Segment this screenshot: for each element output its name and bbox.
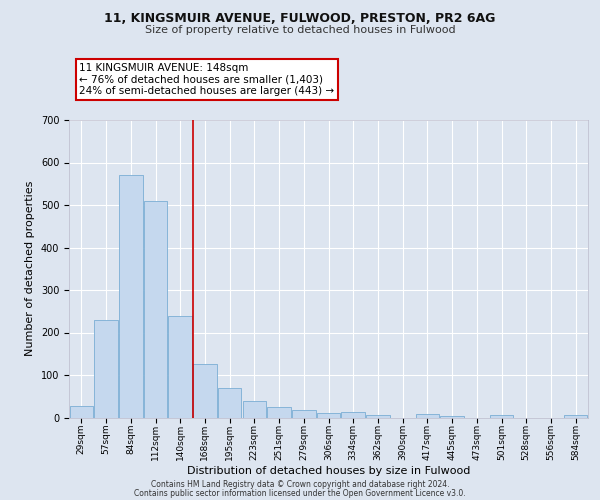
Bar	[416, 414, 439, 418]
Text: 11 KINGSMUIR AVENUE: 148sqm
← 76% of detached houses are smaller (1,403)
24% of : 11 KINGSMUIR AVENUE: 148sqm ← 76% of det…	[79, 63, 335, 96]
Text: Size of property relative to detached houses in Fulwood: Size of property relative to detached ho…	[145, 25, 455, 35]
Bar	[144, 200, 167, 418]
Text: 11, KINGSMUIR AVENUE, FULWOOD, PRESTON, PR2 6AG: 11, KINGSMUIR AVENUE, FULWOOD, PRESTON, …	[104, 12, 496, 26]
Bar	[169, 316, 192, 418]
Bar	[119, 176, 143, 418]
Bar	[564, 416, 587, 418]
Bar	[218, 388, 241, 418]
Bar	[341, 412, 365, 418]
Text: Contains public sector information licensed under the Open Government Licence v3: Contains public sector information licen…	[134, 488, 466, 498]
Y-axis label: Number of detached properties: Number of detached properties	[25, 181, 35, 356]
Bar	[440, 416, 464, 418]
Bar	[490, 416, 513, 418]
Bar	[242, 400, 266, 417]
Text: Contains HM Land Registry data © Crown copyright and database right 2024.: Contains HM Land Registry data © Crown c…	[151, 480, 449, 489]
Bar	[366, 416, 389, 418]
Bar	[317, 413, 340, 418]
Bar	[70, 406, 93, 417]
Bar	[292, 410, 316, 418]
Bar	[193, 364, 217, 418]
Bar	[94, 320, 118, 418]
Bar	[268, 407, 291, 418]
X-axis label: Distribution of detached houses by size in Fulwood: Distribution of detached houses by size …	[187, 466, 470, 475]
